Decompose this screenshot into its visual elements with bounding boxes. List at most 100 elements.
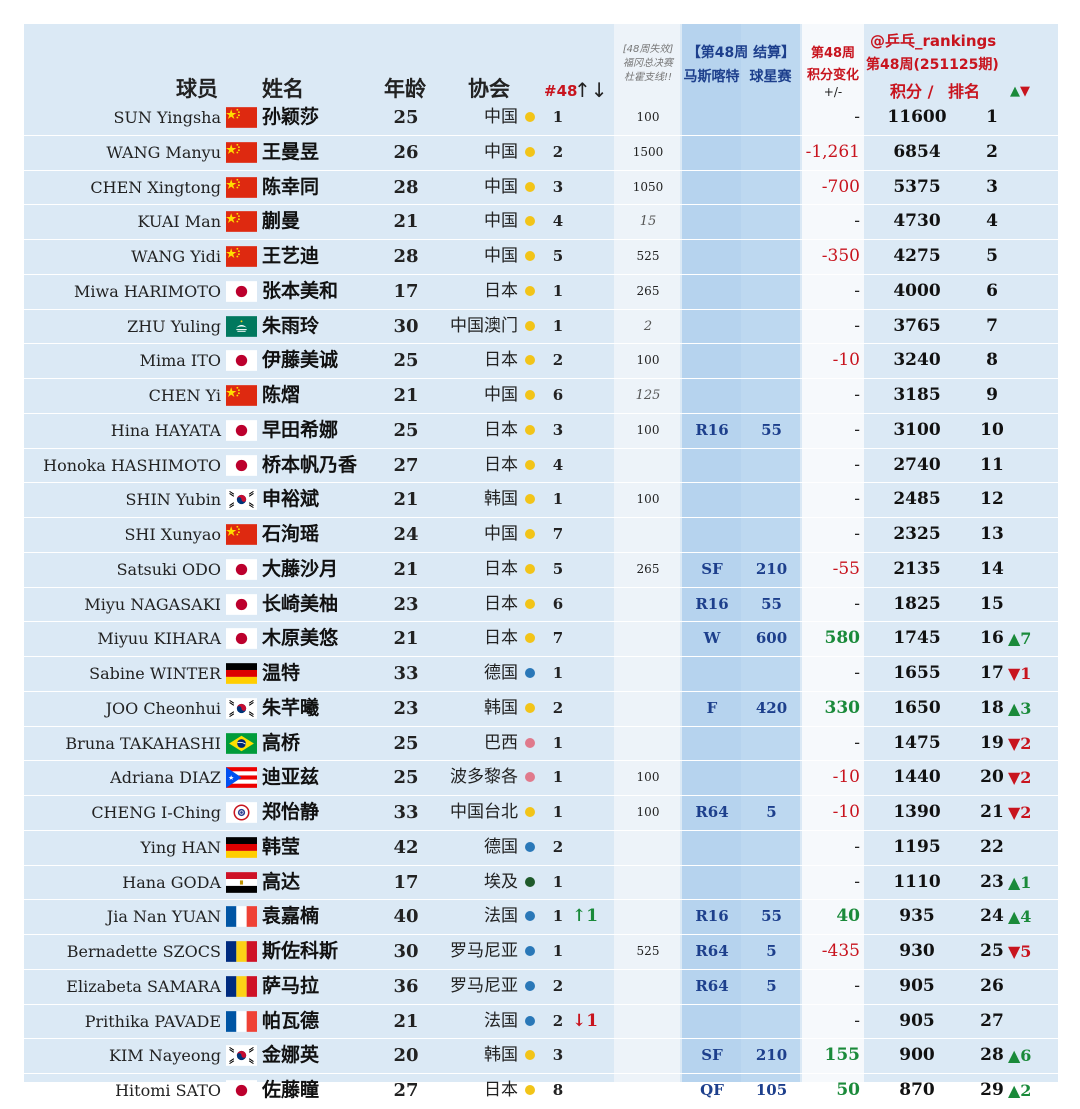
association-dot-icon bbox=[525, 737, 535, 748]
points-change: - bbox=[854, 663, 860, 683]
player-association: 法国 bbox=[484, 906, 518, 927]
player-chinese-name: 蒯曼 bbox=[262, 210, 301, 233]
muscat-points: 600 bbox=[755, 629, 788, 648]
player-chinese-name: 陈熠 bbox=[262, 384, 301, 406]
expiring-points bbox=[620, 657, 676, 690]
header-points: 积分 / bbox=[890, 82, 934, 101]
player-association: 中国 bbox=[484, 176, 518, 197]
association-rank: 1 bbox=[552, 907, 564, 926]
player-english-name: Bernadette SZOCS bbox=[66, 942, 221, 961]
player-english-name: Sabine WINTER bbox=[89, 664, 221, 683]
expiring-points: 1500 bbox=[632, 144, 664, 159]
muscat-points bbox=[744, 101, 799, 134]
table-row: SHI Xunyao 石洵瑶 24 中国 7 - 2325 13 bbox=[24, 518, 1058, 553]
expiring-points: 525 bbox=[636, 249, 660, 263]
player-age: 30 bbox=[393, 315, 419, 337]
association-dot-icon bbox=[525, 181, 535, 192]
table-row: SUN Yingsha 孙颖莎 25 中国 1 100 - 11600 1 bbox=[24, 101, 1058, 136]
romania-flag bbox=[226, 975, 257, 997]
japan-flag bbox=[226, 454, 257, 476]
world-rank: 4 bbox=[986, 211, 998, 232]
player-association: 法国 bbox=[484, 1010, 518, 1031]
player-association: 韩国 bbox=[484, 1045, 518, 1066]
header-age: 年龄 bbox=[384, 77, 426, 101]
table-row: CHENG I-Ching 郑怡静 33 中国台北 1 100 R64 5 -10 1390 21 ▼… bbox=[24, 796, 1058, 831]
muscat-points bbox=[744, 866, 799, 899]
rank-movement: ▲4 bbox=[1008, 907, 1032, 927]
player-age: 23 bbox=[393, 697, 419, 719]
china-flag bbox=[226, 141, 257, 163]
player-english-name: SUN Yingsha bbox=[113, 108, 221, 127]
muscat-result bbox=[686, 310, 738, 343]
ranking-points: 900 bbox=[899, 1045, 935, 1066]
association-rank: 6 bbox=[552, 386, 564, 404]
player-age: 25 bbox=[393, 350, 419, 372]
player-chinese-name: 袁嘉楠 bbox=[262, 905, 320, 928]
player-chinese-name: 萨马拉 bbox=[262, 974, 320, 997]
expiring-points bbox=[620, 1039, 676, 1072]
ranking-points: 2485 bbox=[893, 489, 941, 510]
points-change: -435 bbox=[821, 941, 860, 961]
player-association: 日本 bbox=[484, 454, 518, 475]
table-row: Mima ITO 伊藤美诚 25 日本 2 100 -10 3240 8 bbox=[24, 344, 1058, 379]
player-age: 28 bbox=[393, 246, 419, 267]
player-chinese-name: 斯佐科斯 bbox=[262, 940, 339, 962]
world-rank: 22 bbox=[980, 836, 1004, 857]
player-age: 27 bbox=[393, 454, 419, 476]
muscat-points bbox=[744, 657, 799, 690]
muscat-points bbox=[744, 727, 799, 760]
muscat-result bbox=[686, 101, 738, 134]
muscat-result: F bbox=[706, 698, 718, 717]
ranking-points: 1390 bbox=[893, 802, 941, 822]
points-change: - bbox=[854, 524, 860, 544]
macau-flag bbox=[226, 315, 257, 337]
muscat-result: QF bbox=[700, 1081, 724, 1099]
player-association: 中国 bbox=[484, 211, 518, 232]
ranking-points: 3765 bbox=[893, 315, 941, 336]
expiring-points bbox=[620, 900, 676, 933]
player-age: 21 bbox=[393, 211, 419, 233]
association-dot-icon bbox=[525, 285, 535, 296]
association-dot-icon bbox=[525, 772, 535, 783]
player-age: 25 bbox=[393, 107, 419, 128]
muscat-result bbox=[686, 657, 738, 690]
ranking-points: 6854 bbox=[893, 141, 941, 162]
world-rank: 15 bbox=[980, 593, 1004, 614]
expiring-points bbox=[620, 588, 676, 621]
player-english-name: Prithika PAVADE bbox=[84, 1011, 221, 1031]
table-row: Miyu NAGASAKI 长崎美柚 23 日本 6 R16 55 - 1825 15 bbox=[24, 588, 1058, 623]
player-association: 韩国 bbox=[484, 489, 518, 510]
player-chinese-name: 大藤沙月 bbox=[262, 557, 339, 580]
player-age: 25 bbox=[393, 732, 419, 754]
muscat-points: 5 bbox=[766, 976, 777, 995]
association-dot-icon bbox=[525, 1015, 535, 1026]
association-dot-icon bbox=[525, 320, 535, 331]
ranking-points: 930 bbox=[899, 941, 935, 961]
player-age: 33 bbox=[393, 802, 419, 823]
association-dot-icon bbox=[525, 251, 535, 261]
player-association: 韩国 bbox=[484, 697, 518, 718]
japan-flag bbox=[226, 419, 257, 441]
expiring-points bbox=[620, 449, 676, 482]
korea-flag bbox=[226, 697, 257, 719]
brazil-flag bbox=[226, 732, 257, 754]
player-association: 德国 bbox=[484, 663, 518, 683]
chinese-taipei-flag bbox=[226, 802, 257, 823]
player-association: 罗马尼亚 bbox=[450, 975, 518, 996]
association-dot-icon bbox=[525, 390, 535, 400]
ranking-points: 3240 bbox=[893, 350, 941, 371]
player-age: 21 bbox=[393, 628, 419, 650]
header-lost-note-2: 福冈总决赛 bbox=[623, 58, 673, 69]
player-english-name: Hitomi SATO bbox=[115, 1081, 221, 1100]
world-rank: 25 bbox=[980, 941, 1004, 961]
muscat-result bbox=[686, 518, 738, 551]
header-period: 第48周(251125期) bbox=[866, 57, 999, 73]
expiring-points: 100 bbox=[636, 353, 660, 368]
expiring-points: 100 bbox=[636, 805, 660, 819]
association-dot-icon bbox=[525, 459, 535, 470]
player-association: 中国 bbox=[484, 385, 518, 405]
points-change: - bbox=[854, 732, 860, 753]
muscat-points bbox=[744, 379, 799, 412]
world-rank: 24 bbox=[980, 906, 1004, 927]
table-row: JOO Cheonhui 朱芊曦 23 韩国 2 F 420 330 1650 18 ▲3 bbox=[24, 692, 1058, 727]
